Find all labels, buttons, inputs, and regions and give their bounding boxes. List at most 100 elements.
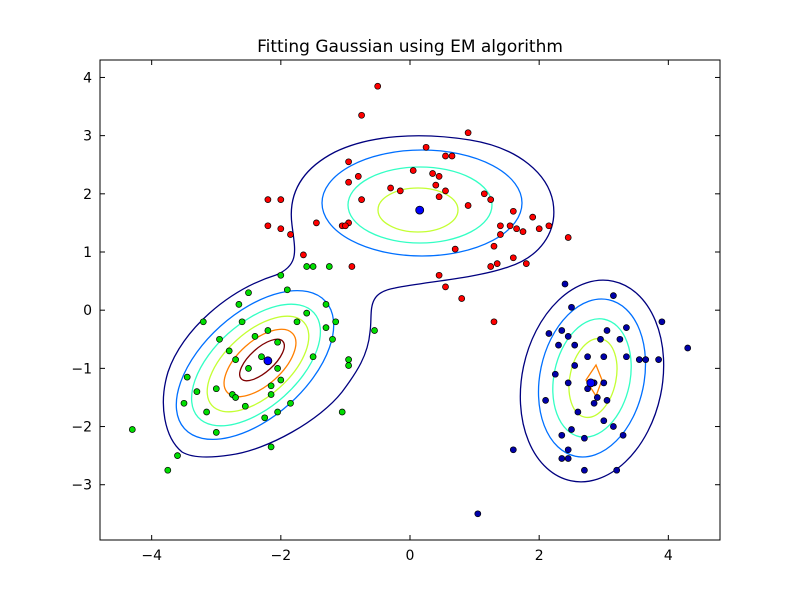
data-point [225,347,233,355]
data-point [490,318,498,326]
data-point [245,289,252,297]
data-point [610,423,617,430]
data-point [545,222,553,230]
data-point [561,280,569,288]
data-point [245,365,252,372]
mean-layer [263,205,596,388]
data-point [658,318,666,326]
data-point [180,399,188,407]
data-point [435,271,443,279]
data-point [277,376,285,384]
contour-left-1 [175,289,335,441]
data-point [429,170,436,177]
data-point [684,344,692,352]
data-point [241,402,249,410]
data-point [448,152,456,160]
y-tick-label: 2 [83,187,92,203]
contour-left-2 [190,303,322,427]
data-point [313,219,320,227]
data-point [238,318,246,326]
data-point [267,443,275,451]
data-point [509,254,517,262]
data-point [564,333,572,340]
data-point [568,426,575,433]
data-point [309,263,317,270]
data-point [490,242,498,250]
data-point [329,335,336,343]
data-point [564,446,572,454]
data-point [603,397,611,404]
y-tick-label: −1 [71,361,92,377]
data-point [387,184,394,192]
data-point [261,414,269,422]
chart-title: Fitting Gaussian using EM algorithm [257,37,563,57]
data-point [597,335,604,343]
data-point [303,263,311,270]
data-point [442,187,449,195]
data-point [287,399,294,407]
data-point [264,327,272,334]
data-point [348,263,356,270]
data-point [593,394,601,401]
data-point [458,295,466,302]
data-point [396,187,404,195]
data-point [610,292,617,299]
data-point [432,181,440,189]
data-point [322,301,330,308]
cluster-mean-point [415,205,425,215]
data-point [542,397,549,404]
data-point [435,173,443,180]
data-point [274,408,281,416]
data-point [564,234,572,241]
data-point [509,446,517,454]
data-point [422,143,430,151]
data-point [574,408,582,416]
contour-layer [162,135,665,483]
data-point [345,356,352,363]
data-point [354,173,362,180]
y-tick-label: −2 [71,420,92,436]
data-point [535,225,543,233]
data-point [309,353,317,361]
data-point [371,327,378,334]
data-point [603,327,611,334]
y-tick-label: 1 [83,245,92,261]
data-point [174,452,181,459]
x-tick-label: 0 [406,548,415,564]
contour-top-1 [321,149,523,257]
data-point [164,466,172,474]
data-point [480,190,488,198]
data-point [655,356,662,363]
data-point [277,225,285,233]
data-point [345,178,352,186]
x-tick-label: −4 [141,548,162,564]
y-tick-label: −3 [71,478,92,494]
data-point [212,385,220,393]
x-tick-label: 4 [664,548,673,564]
data-point [619,431,627,439]
data-point [600,417,608,425]
data-point [300,251,307,259]
contour-top-2 [347,166,493,244]
contour-right-1 [537,298,647,458]
data-point [232,394,239,401]
data-point [571,341,579,349]
contour-right-3 [568,337,618,419]
cluster-mean-point [586,378,596,388]
data-point [332,318,340,326]
data-point [497,222,504,230]
data-point [342,222,349,230]
data-point [493,260,501,267]
data-point [345,158,352,166]
data-point [287,231,294,238]
data-point [267,391,275,398]
data-point [293,318,301,326]
data-point [564,455,572,462]
data-point [258,353,265,361]
data-point [600,379,608,387]
x-axis: −4 −2 0 2 4 [141,60,673,564]
data-point [581,434,588,442]
data-point [600,353,608,361]
data-point [442,152,449,160]
